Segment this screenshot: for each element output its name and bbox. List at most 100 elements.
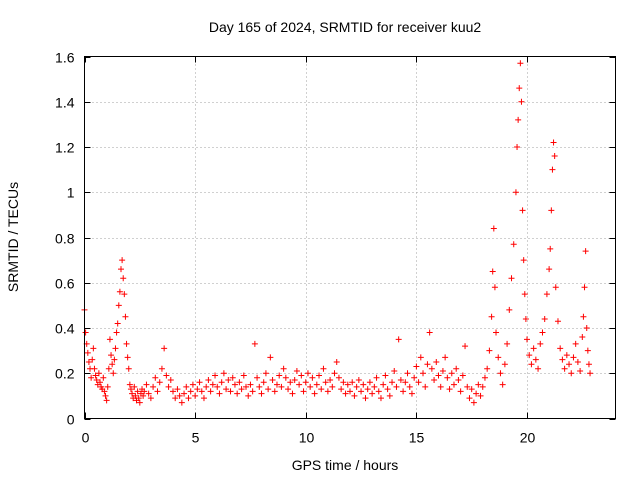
data-point	[265, 386, 272, 393]
data-point	[165, 383, 172, 390]
data-point	[298, 372, 305, 379]
data-point	[366, 379, 373, 386]
data-point	[400, 388, 407, 395]
data-point	[391, 367, 398, 374]
data-point	[236, 379, 243, 386]
data-point	[333, 358, 340, 365]
data-point	[362, 395, 369, 402]
data-point	[582, 248, 589, 255]
data-point	[187, 388, 194, 395]
data-point	[344, 381, 351, 388]
data-point	[158, 365, 165, 372]
data-point	[141, 388, 148, 395]
data-point	[260, 379, 267, 386]
data-point	[504, 340, 511, 347]
data-point	[240, 372, 247, 379]
data-point	[300, 388, 307, 395]
data-point	[262, 370, 269, 377]
data-point	[276, 372, 283, 379]
y-tick-label: 0.8	[55, 231, 75, 247]
data-point	[574, 358, 581, 365]
data-point	[103, 397, 110, 404]
data-point	[147, 395, 154, 402]
data-point	[561, 365, 568, 372]
data-point	[547, 245, 554, 252]
data-point	[238, 386, 245, 393]
data-point	[245, 392, 252, 399]
data-point	[479, 383, 486, 390]
data-point	[269, 377, 276, 384]
data-point	[349, 379, 356, 386]
data-point	[311, 390, 318, 397]
data-point	[209, 381, 216, 388]
data-point	[499, 381, 506, 388]
data-point	[488, 313, 495, 320]
data-point	[583, 325, 590, 331]
data-point	[439, 367, 446, 374]
data-point	[442, 354, 449, 361]
data-point	[172, 395, 179, 402]
data-point	[152, 374, 159, 381]
data-point	[205, 377, 212, 384]
data-point	[95, 370, 102, 377]
data-point	[313, 381, 320, 388]
data-point	[338, 386, 345, 393]
data-point	[120, 275, 127, 282]
data-point	[243, 383, 250, 390]
data-points	[81, 60, 594, 406]
data-point	[309, 374, 316, 381]
data-point	[428, 365, 435, 372]
data-point	[358, 388, 365, 395]
data-point	[135, 395, 142, 402]
data-point	[402, 379, 409, 386]
x-tick-label: 0	[82, 430, 90, 446]
data-point	[431, 377, 438, 384]
data-point	[156, 379, 163, 386]
data-point	[455, 377, 462, 384]
x-tick-label: 5	[192, 430, 200, 446]
data-point	[116, 288, 123, 295]
data-point	[495, 354, 502, 361]
data-point	[282, 374, 289, 381]
data-point	[543, 291, 550, 298]
data-point	[134, 388, 141, 395]
data-point	[194, 386, 201, 393]
data-point	[88, 374, 95, 381]
data-point	[584, 347, 591, 354]
data-point	[572, 340, 579, 347]
data-point	[167, 377, 174, 384]
data-point	[422, 383, 429, 390]
data-point	[541, 315, 548, 322]
data-point	[577, 367, 584, 374]
data-point	[234, 390, 241, 397]
data-point	[143, 381, 150, 388]
data-point	[462, 343, 469, 350]
data-point	[457, 388, 464, 395]
data-point	[318, 386, 325, 393]
data-point	[530, 345, 537, 352]
data-point	[464, 383, 471, 390]
data-point	[145, 390, 152, 397]
data-point	[417, 354, 424, 361]
data-point	[426, 329, 433, 336]
data-point	[324, 388, 331, 395]
data-point	[85, 358, 92, 365]
data-point	[320, 365, 327, 372]
data-point	[437, 383, 444, 390]
data-point	[119, 257, 126, 264]
data-point	[501, 361, 508, 368]
data-point	[100, 374, 107, 381]
axis-ticks	[84, 56, 616, 420]
data-point	[174, 386, 181, 393]
data-point	[532, 356, 539, 363]
data-point	[154, 388, 161, 395]
data-point	[508, 275, 515, 282]
data-point	[131, 383, 138, 390]
y-tick-label: 1.2	[55, 140, 75, 156]
x-tick-label: 15	[409, 430, 425, 446]
data-point	[218, 379, 225, 386]
data-point	[296, 381, 303, 388]
data-point	[140, 392, 147, 399]
data-point	[258, 390, 265, 397]
